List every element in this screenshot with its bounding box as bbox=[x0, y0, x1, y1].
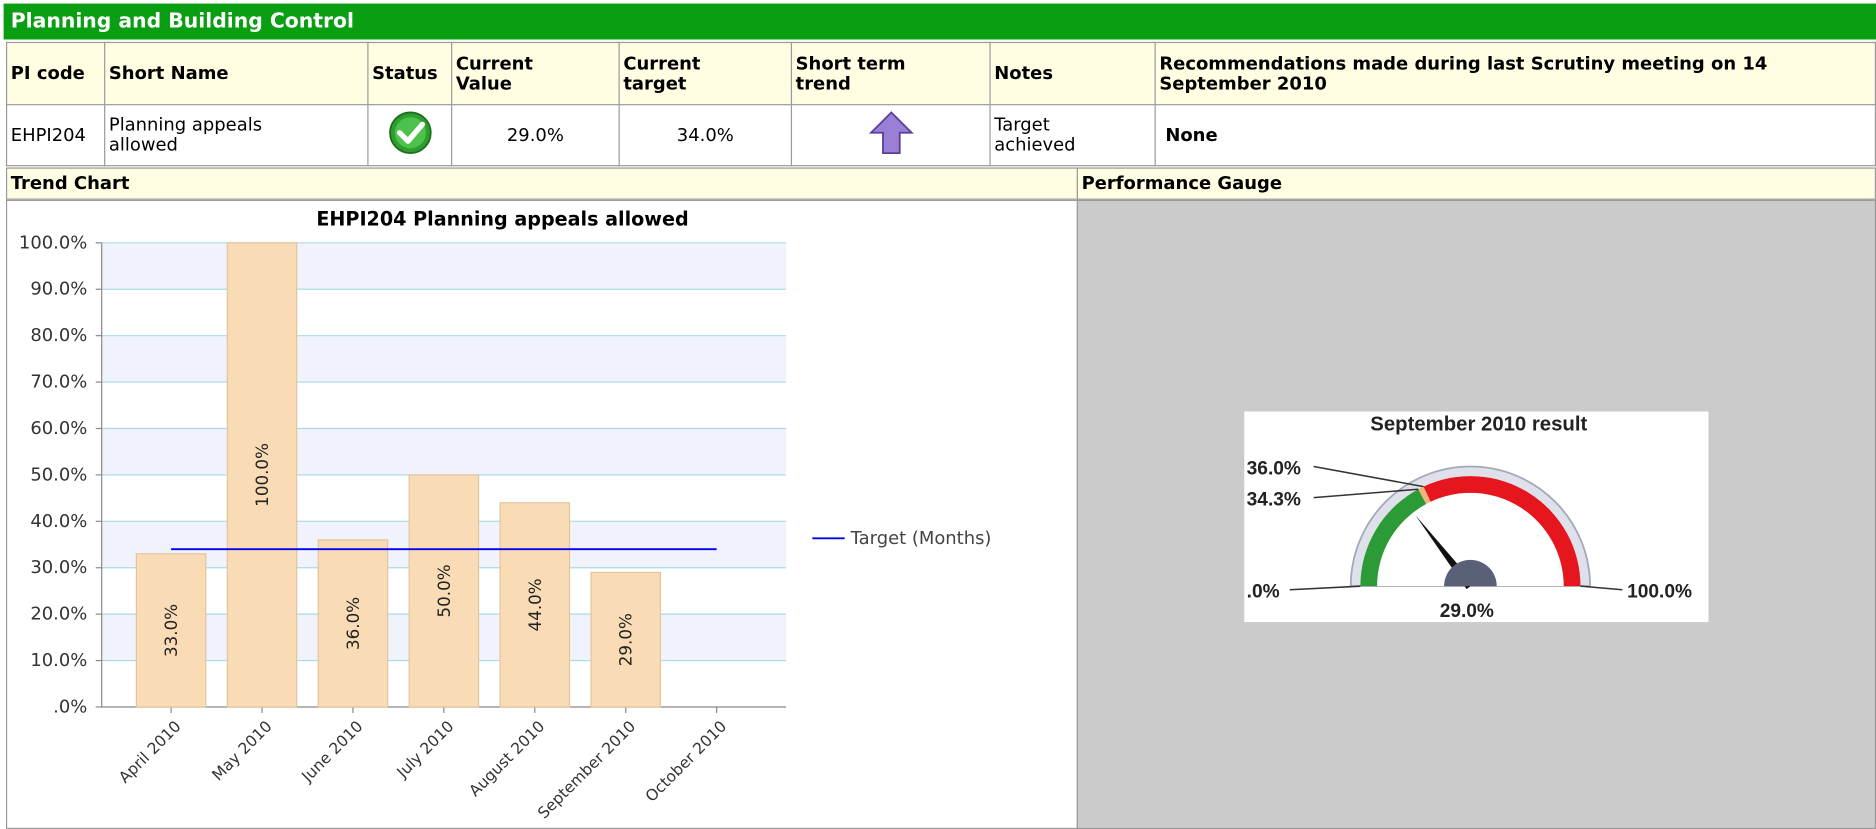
gauge-band bbox=[1360, 489, 1427, 587]
gauge-leader bbox=[1289, 585, 1361, 591]
column-header: Current target bbox=[618, 41, 793, 106]
y-tick-label: 100.0% bbox=[19, 232, 87, 253]
recommendations: None bbox=[1154, 104, 1876, 167]
gauge-tick-label: 34.3% bbox=[1247, 490, 1301, 511]
x-tick-label: July 2010 bbox=[393, 717, 458, 782]
bar bbox=[590, 571, 662, 708]
y-tick-label: 90.0% bbox=[30, 279, 87, 300]
value-label: 100.0% bbox=[252, 443, 272, 507]
x-tick-label: October 2010 bbox=[642, 717, 730, 805]
gauge-band bbox=[1418, 486, 1431, 504]
column-header-text: Current Value bbox=[455, 52, 534, 94]
trend bbox=[790, 104, 991, 167]
column-header: Short term trend bbox=[790, 41, 991, 106]
y-tick-label: 70.0% bbox=[30, 372, 87, 393]
notes-text: Target achieved bbox=[994, 113, 1076, 156]
gauge-leader bbox=[1313, 465, 1424, 488]
bar bbox=[135, 553, 207, 708]
y-tick-label: 40.0% bbox=[30, 511, 87, 532]
legend-label: Target (Months) bbox=[850, 528, 992, 549]
notes: Target achieved bbox=[989, 104, 1156, 167]
pi-table: PI code Short Name Status Current Value … bbox=[5, 41, 1876, 167]
gauge-tick-label: 100.0% bbox=[1627, 582, 1692, 603]
gauge-value-label: 29.0% bbox=[1440, 601, 1494, 622]
y-tick-label: .0% bbox=[53, 696, 87, 717]
value-label: 29.0% bbox=[616, 613, 636, 666]
value-label: 50.0% bbox=[434, 564, 454, 617]
column-header: Short Name bbox=[104, 41, 369, 106]
bar bbox=[226, 242, 298, 708]
status bbox=[367, 104, 453, 167]
x-tick-label: September 2010 bbox=[534, 717, 639, 822]
status-icon bbox=[388, 111, 432, 155]
value-label: 36.0% bbox=[343, 597, 363, 650]
report-title: Planning and Building Control bbox=[3, 3, 1876, 40]
column-header: Status bbox=[367, 41, 453, 106]
x-tick-label: April 2010 bbox=[115, 717, 184, 786]
short-name-text: Planning appeals allowed bbox=[108, 113, 263, 156]
plot-band bbox=[101, 335, 787, 383]
x-tick-label: May 2010 bbox=[209, 717, 276, 784]
column-header-text: Current target bbox=[623, 52, 701, 94]
column-header: PI code bbox=[5, 41, 106, 106]
gauge-tick-label: 36.0% bbox=[1247, 458, 1301, 479]
column-header: Recommendations made during last Scrutin… bbox=[1154, 41, 1876, 106]
chart-title: EHPI204 Planning appeals allowed bbox=[316, 207, 688, 230]
y-tick-label: 50.0% bbox=[30, 464, 87, 485]
gauge-band bbox=[1423, 476, 1581, 587]
value-label: 33.0% bbox=[161, 604, 181, 657]
y-tick-label: 60.0% bbox=[30, 418, 87, 439]
y-tick-label: 30.0% bbox=[30, 557, 87, 578]
y-tick-label: 20.0% bbox=[30, 604, 87, 625]
section-header: Performance Gauge bbox=[1076, 167, 1876, 200]
bar bbox=[317, 539, 389, 708]
section-header: Trend Chart bbox=[5, 167, 1078, 200]
bar bbox=[408, 474, 480, 708]
short-name: Planning appeals allowed bbox=[104, 104, 369, 167]
pi-code: EHPI204 bbox=[5, 104, 106, 167]
gauge-title: September 2010 result bbox=[1370, 414, 1587, 436]
data-row: EHPI204 Planning appeals allowed 29.0% 3… bbox=[5, 104, 1876, 167]
x-tick-label: June 2010 bbox=[298, 717, 367, 786]
gauge-leader bbox=[1313, 488, 1419, 499]
gauge-tick-label: .0% bbox=[1247, 582, 1280, 603]
plot-band bbox=[101, 242, 787, 290]
y-tick-label: 10.0% bbox=[30, 650, 87, 671]
current-value: 29.0% bbox=[451, 104, 620, 167]
trend-arrow bbox=[868, 111, 914, 155]
value-label: 44.0% bbox=[525, 578, 545, 631]
current-target: 34.0% bbox=[618, 104, 793, 167]
column-header-text: Short term trend bbox=[795, 52, 906, 94]
bar bbox=[499, 502, 571, 708]
x-tick-label: August 2010 bbox=[466, 717, 549, 800]
y-tick-label: 80.0% bbox=[30, 325, 87, 346]
gauge-leader bbox=[1580, 585, 1623, 591]
plot-band bbox=[101, 428, 787, 475]
column-header: Current Value bbox=[451, 41, 620, 106]
column-header: Notes bbox=[989, 41, 1156, 106]
header-row: PI code Short Name Status Current Value … bbox=[5, 41, 1876, 106]
gauge-hub bbox=[1444, 559, 1497, 587]
